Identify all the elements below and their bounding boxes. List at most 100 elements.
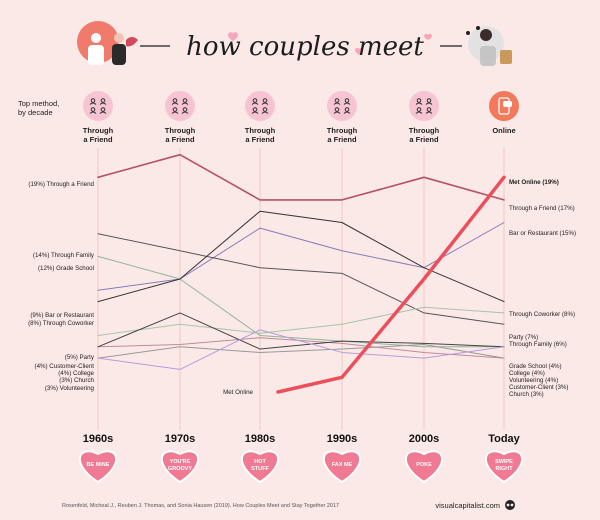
group-icon (251, 98, 269, 114)
page-title: how couples meet (186, 32, 424, 62)
end-label: Met Online (19%) (509, 179, 559, 186)
heart-message: YOU'RE (170, 459, 191, 465)
start-label: (3%) Volunteering (45, 385, 95, 392)
couple-right-illustration (466, 26, 512, 66)
group-icon (415, 98, 433, 114)
top-method-label: Online (492, 126, 515, 135)
top-method-label: a Friend (83, 135, 113, 144)
header: how couples meet (77, 21, 512, 66)
heart-icon (355, 47, 363, 55)
start-label: (14%) Through Family (33, 252, 95, 259)
heart-message: HOT (254, 459, 266, 465)
heart-message: GROOVY (168, 466, 192, 472)
heart-icon (404, 450, 444, 484)
end-label: Volunteering (4%) (509, 377, 558, 384)
heart-message: POKE (416, 462, 432, 468)
end-label: Through Family (6%) (509, 341, 567, 348)
icon-badge (165, 91, 195, 121)
start-label: (5%) Party (65, 354, 95, 361)
top-method-label: Through (409, 126, 440, 135)
top-method-label: a Friend (245, 135, 275, 144)
end-label: College (4%) (509, 370, 545, 377)
heart-message: SWIPE (495, 459, 513, 465)
start-label: (4%) College (58, 370, 94, 377)
decade-label: 1960s (83, 433, 114, 445)
start-label: (8%) Through Coworker (28, 320, 94, 327)
series-line-customer-client (97, 337, 505, 359)
decade-axis: 1960s 1970s 1980s 1990s 2000s Today (83, 433, 521, 445)
end-label: Grade School (4%) (509, 363, 562, 370)
brand-text: visualcapitalist.com (435, 501, 500, 510)
heart-icon (322, 450, 362, 484)
start-label: (19%) Through a Friend (28, 181, 94, 188)
start-labels: (19%) Through a Friend Met Online (9%) Bar… (28, 181, 253, 396)
end-label: Bar or Restaurant (15%) (509, 230, 576, 237)
top-method-label: a Friend (409, 135, 439, 144)
series-line-college (97, 312, 505, 350)
series-line-party (97, 306, 505, 336)
heart-icon (424, 33, 432, 40)
top-method-label: a Friend (165, 135, 195, 144)
phone-chat-icon (489, 91, 519, 121)
decade-guides (97, 148, 505, 430)
decade-label: 1970s (165, 433, 196, 445)
top-method: Online (489, 91, 519, 135)
heart-message: BE MINE (87, 462, 110, 468)
heart-message: STUFF (251, 466, 269, 472)
icon-badge (83, 91, 113, 121)
start-label: (12%) Grade School (38, 265, 94, 272)
series-line-met-online (276, 175, 506, 394)
heart-icon (78, 450, 118, 484)
group-icon (89, 98, 107, 114)
end-label: Party (7%) (509, 334, 538, 341)
heart-message: RIGHT (495, 466, 513, 472)
end-label: Church (3%) (509, 391, 544, 398)
heart-icon (228, 32, 238, 41)
decade-label: 1990s (327, 433, 358, 445)
couple-left-illustration (77, 21, 138, 65)
candy-heart: POKE (404, 450, 444, 484)
end-labels: Through a Friend (17%) Met Online (19%) Ba… (509, 179, 576, 398)
candy-heart: BE MINE (78, 450, 118, 484)
top-method-label: Through (165, 126, 196, 135)
brand-logo-icon (505, 500, 515, 510)
series-line-grade-school (97, 255, 505, 348)
top-method-label: a Friend (327, 135, 357, 144)
series-line-church (97, 344, 505, 359)
start-label: Met Online (223, 389, 253, 396)
series-line-volunteering (97, 329, 505, 370)
start-label: (4%) Customer-Client (35, 363, 95, 370)
top-method-label: Through (245, 126, 276, 135)
start-label: (9%) Bar or Restaurant (30, 312, 94, 319)
series-lines (97, 153, 506, 394)
decade-label: Today (488, 433, 520, 445)
end-label: Through a Friend (17%) (509, 205, 575, 212)
group-icon (333, 98, 351, 114)
icon-badge (327, 91, 357, 121)
end-label: Customer-Client (3%) (509, 384, 568, 391)
heart-icon (160, 450, 200, 484)
top-method-label: Through (327, 126, 358, 135)
series-line-through-a-friend (97, 153, 505, 201)
heart-message: FAX ME (332, 462, 353, 468)
top-method-label: Through (83, 126, 114, 135)
decade-label: 2000s (409, 433, 440, 445)
heart-icon (240, 450, 280, 484)
series-line-through-coworker (97, 210, 505, 303)
heart-icon (484, 450, 524, 484)
series-line-through-family (97, 233, 505, 325)
brand: visualcapitalist.com (435, 500, 515, 510)
top-method-label: Top method, by decade (18, 99, 61, 117)
source-note: Rosenfeld, Micheal J., Reuben J. Thomas,… (62, 503, 339, 509)
